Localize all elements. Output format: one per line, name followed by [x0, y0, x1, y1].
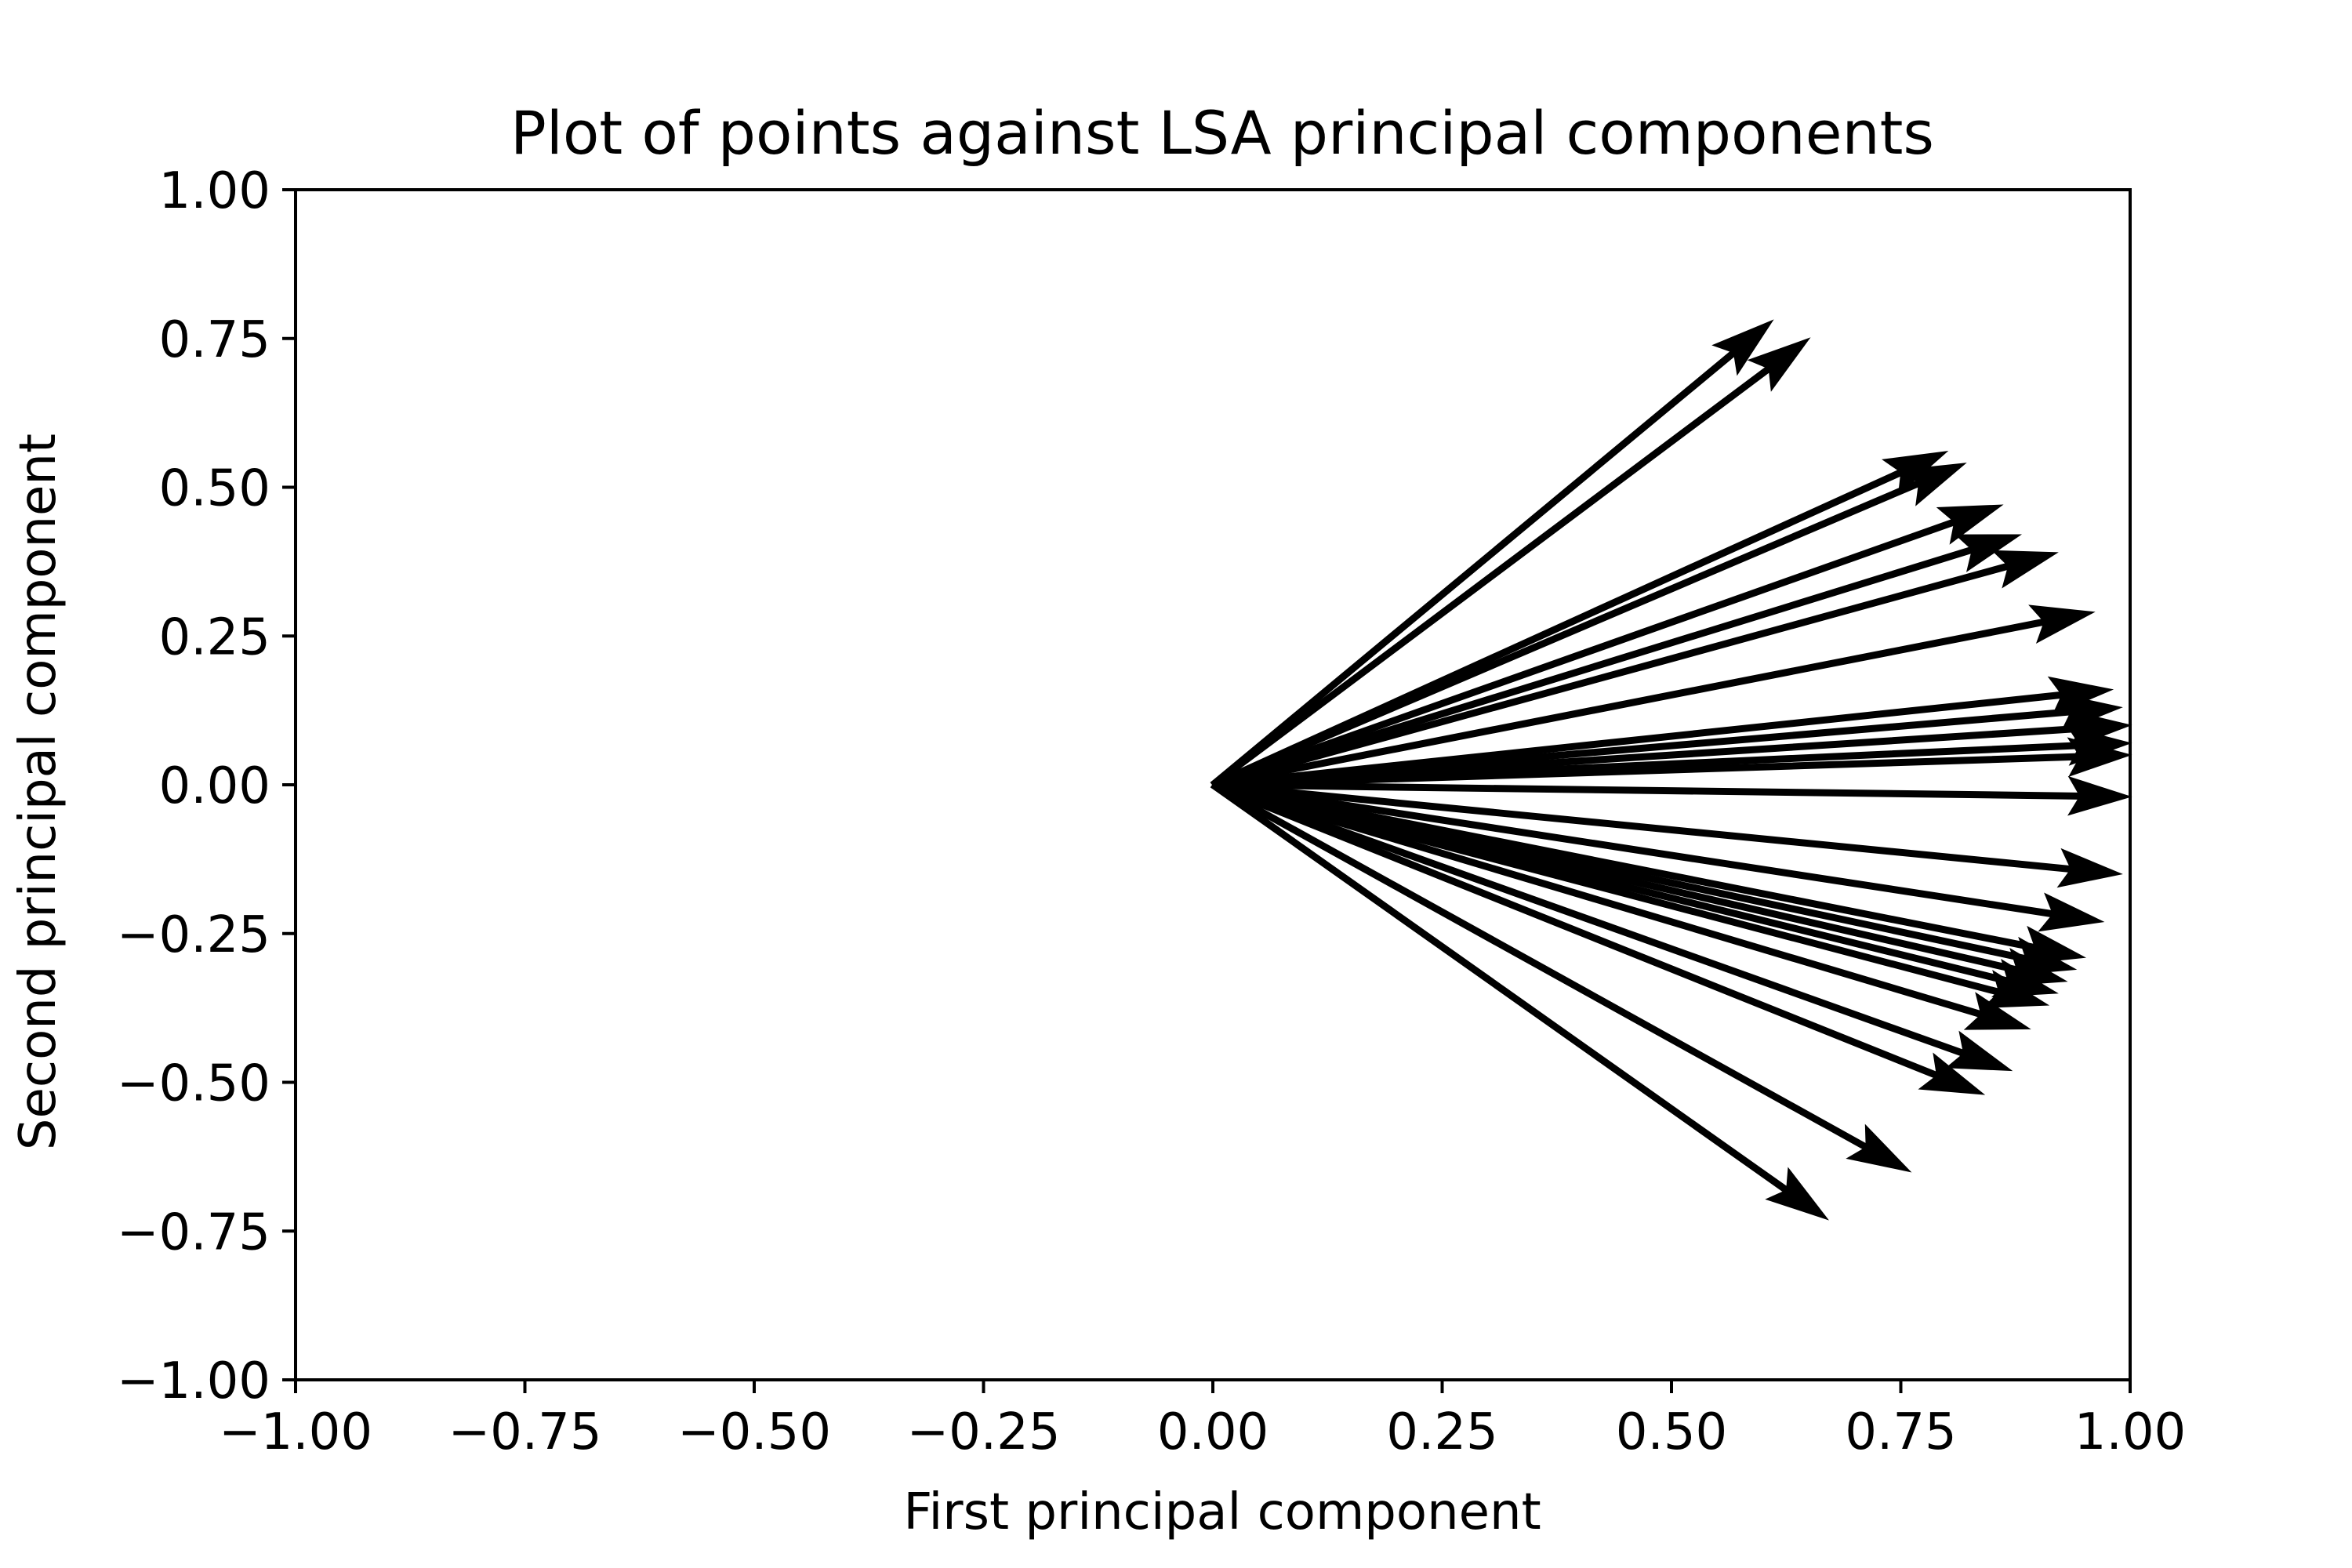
vector-arrow: [1211, 676, 2114, 789]
x-tick-label: −0.50: [677, 1403, 831, 1461]
x-tick-label: 0.25: [1386, 1403, 1498, 1461]
y-tick-label: −0.25: [117, 906, 270, 964]
vector-arrow: [1210, 781, 1986, 1095]
x-tick-label: −1.00: [219, 1403, 372, 1461]
vector-arrow: [1212, 737, 2132, 789]
vector-arrow: [1210, 781, 1912, 1173]
vector-arrow: [1211, 604, 2096, 789]
y-tick-label: −0.75: [117, 1203, 270, 1261]
vector-arrow: [1210, 781, 1829, 1221]
y-tick-label: −1.00: [117, 1352, 270, 1410]
y-tick-label: 0.25: [159, 608, 271, 666]
vector-arrow: [1210, 534, 2023, 789]
vector-arrow: [1210, 337, 1811, 789]
x-tick-label: −0.75: [448, 1403, 601, 1461]
y-tick-label: −0.50: [117, 1055, 270, 1113]
y-tick-label: 1.00: [159, 162, 271, 220]
y-tick-label: 0.50: [159, 460, 271, 518]
vector-arrow: [1211, 550, 2059, 789]
x-axis-ticks: −1.00 −0.75 −0.50 −0.25 0.00 0.25 0.50 0.75 1.00: [219, 1380, 2186, 1461]
vector-arrow: [1210, 781, 2031, 1030]
x-tick-label: −0.25: [906, 1403, 1060, 1461]
x-tick-label: 0.50: [1616, 1403, 1728, 1461]
y-tick-label: 0.75: [159, 311, 271, 369]
vector-arrow: [1211, 781, 2123, 888]
vector-arrow: [1210, 463, 1967, 789]
y-tick-label: 0.00: [159, 757, 271, 815]
chart-title: Plot of points against LSA principal com…: [510, 98, 1934, 168]
y-axis-label: Second principal component: [9, 434, 67, 1150]
vector-arrow: [1210, 781, 2013, 1072]
x-tick-label: 1.00: [2074, 1403, 2187, 1461]
vectors-layer: [1210, 319, 2132, 1221]
x-tick-label: 0.75: [1845, 1403, 1957, 1461]
vector-arrow: [1210, 319, 1774, 788]
vector-arrow: [1212, 775, 2132, 816]
vector-arrow: [1211, 692, 2123, 789]
vector-arrow: [1211, 781, 2050, 1008]
x-tick-label: 0.00: [1157, 1403, 1269, 1461]
y-axis-ticks: 1.00 0.75 0.50 0.25 0.00 −0.25 −0.50 −0.75 −1.00: [117, 162, 296, 1410]
vector-arrow: [1211, 781, 2105, 932]
x-axis-label: First principal component: [903, 1483, 1541, 1541]
vector-arrow: [1210, 504, 2004, 789]
